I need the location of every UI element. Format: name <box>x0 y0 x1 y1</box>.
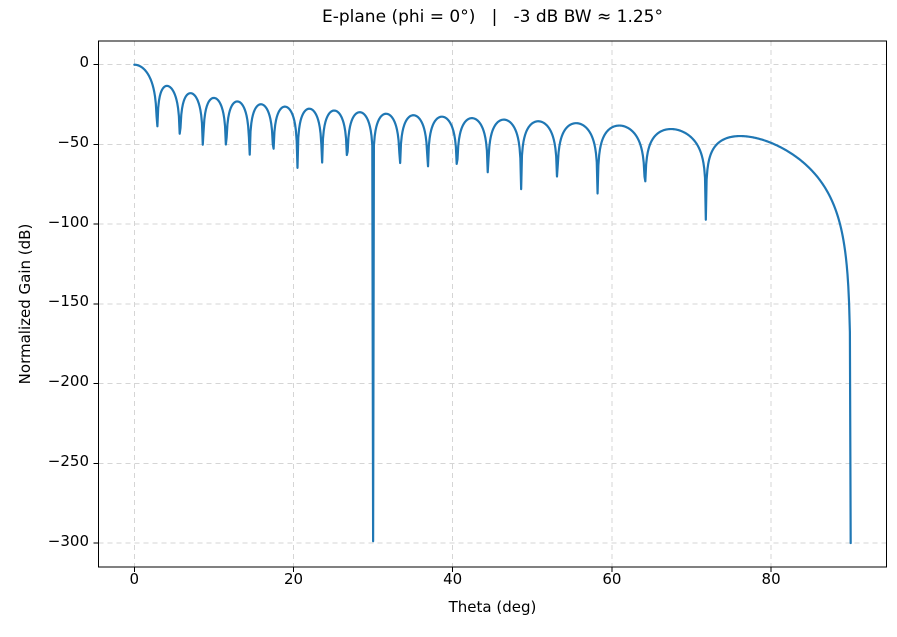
y-tick-label: −300 <box>47 531 89 550</box>
y-tick-label: −100 <box>47 212 89 231</box>
x-axis-label: Theta (deg) <box>448 598 537 616</box>
gridlines <box>98 40 887 567</box>
y-tick-label: −150 <box>47 292 89 311</box>
gain-curve <box>133 63 852 545</box>
x-tick-label: 60 <box>602 570 622 588</box>
y-tick-label: −200 <box>47 372 89 391</box>
y-tick-label: −50 <box>57 132 89 151</box>
x-tick-label: 20 <box>283 570 304 588</box>
x-tick-label: 40 <box>443 570 463 588</box>
x-tick-label: 80 <box>761 570 781 588</box>
axis-tick-marks <box>93 64 772 572</box>
y-tick-label: 0 <box>79 53 89 72</box>
chart-title: E-plane (phi = 0°) | -3 dB BW ≈ 1.25° <box>322 7 663 27</box>
x-tick-label: 0 <box>129 570 140 588</box>
y-tick-label: −250 <box>47 451 89 470</box>
